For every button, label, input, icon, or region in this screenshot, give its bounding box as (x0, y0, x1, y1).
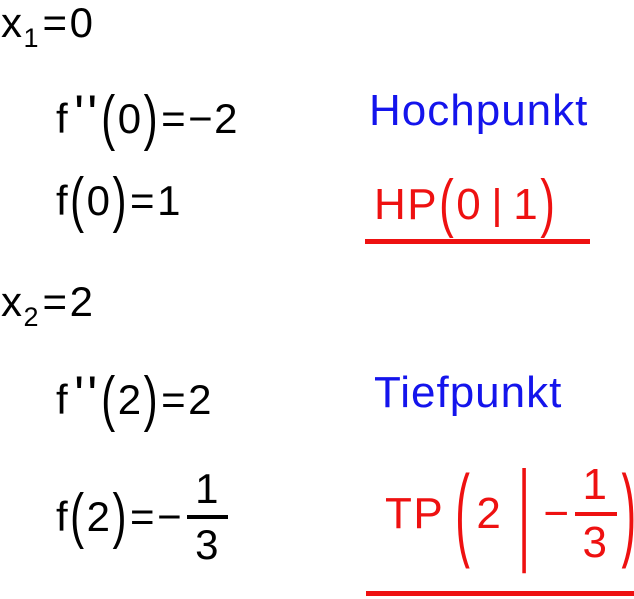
variable: x (1, 278, 24, 325)
equation-x1: x1=0 (1, 0, 95, 52)
function-symbol: f (56, 376, 70, 423)
equation-second-derivative-1: f''(0)=−2 (56, 87, 239, 148)
double-prime: '' (74, 85, 101, 144)
left-paren: ( (70, 481, 86, 550)
fraction-denominator: 3 (574, 512, 617, 565)
minus-sign: − (543, 489, 571, 538)
argument: 0 (117, 95, 143, 142)
classification-label: Tiefpunkt (374, 368, 563, 417)
equals-sign: = (161, 376, 188, 423)
equation-function-value-2: f(2) = −1 3 (56, 468, 228, 566)
equals-sign: = (130, 493, 157, 540)
result-hp: HP(0 | 1) (374, 171, 557, 235)
equation-second-derivative-2: f''(2)=2 (56, 368, 213, 429)
equals-sign: = (130, 177, 157, 224)
double-prime: '' (74, 366, 101, 425)
right-paren: ) (143, 83, 160, 152)
right-paren: ) (540, 167, 557, 239)
right-paren: ) (621, 461, 634, 565)
classification-label: Hochpunkt (369, 86, 589, 135)
argument: 2 (117, 376, 143, 423)
value: 2 (69, 278, 95, 325)
right-paren: ) (112, 165, 129, 234)
value: −2 (188, 95, 239, 142)
fraction-numerator: 1 (195, 465, 220, 512)
point-label: TP (385, 489, 445, 538)
equals-sign: = (42, 278, 69, 325)
argument: 0 (86, 177, 112, 224)
argument: 2 (86, 493, 112, 540)
equals-sign: = (161, 95, 188, 142)
separator-bar: | (491, 181, 505, 228)
left-paren: ( (455, 455, 472, 571)
tp-underline (366, 591, 634, 596)
function-symbol: f (56, 95, 70, 142)
subscript: 1 (23, 23, 39, 53)
function-symbol: f (56, 177, 70, 224)
result-tp: TP(2|−13) (385, 455, 634, 571)
classification-tiefpunkt: Tiefpunkt (374, 371, 562, 415)
variable: x (1, 0, 24, 46)
left-paren: ( (101, 364, 117, 433)
right-paren: ) (143, 364, 160, 433)
function-symbol: f (56, 493, 70, 540)
left-paren: ( (101, 83, 117, 152)
y-coordinate: 1 (513, 180, 540, 229)
point-label: HP (374, 180, 439, 229)
hp-underline (365, 239, 590, 244)
equation-function-value-1: f(0)=1 (56, 169, 182, 230)
value: 0 (69, 0, 95, 46)
value: 1 (157, 177, 182, 224)
left-paren: ( (439, 167, 456, 239)
x-coordinate: 2 (476, 489, 503, 538)
value: 2 (188, 376, 213, 423)
left-paren: ( (70, 165, 86, 234)
right-paren: ) (112, 481, 129, 550)
equation-x2: x2=2 (1, 278, 95, 331)
fraction-numerator: 1 (582, 460, 609, 509)
fraction-denominator: 3 (187, 515, 228, 566)
equals-sign: = (42, 0, 69, 46)
separator-bar: | (518, 450, 532, 576)
x-coordinate: 0 (456, 180, 483, 229)
classification-hochpunkt: Hochpunkt (369, 89, 588, 133)
subscript: 2 (23, 302, 39, 332)
minus-sign: − (157, 493, 184, 540)
